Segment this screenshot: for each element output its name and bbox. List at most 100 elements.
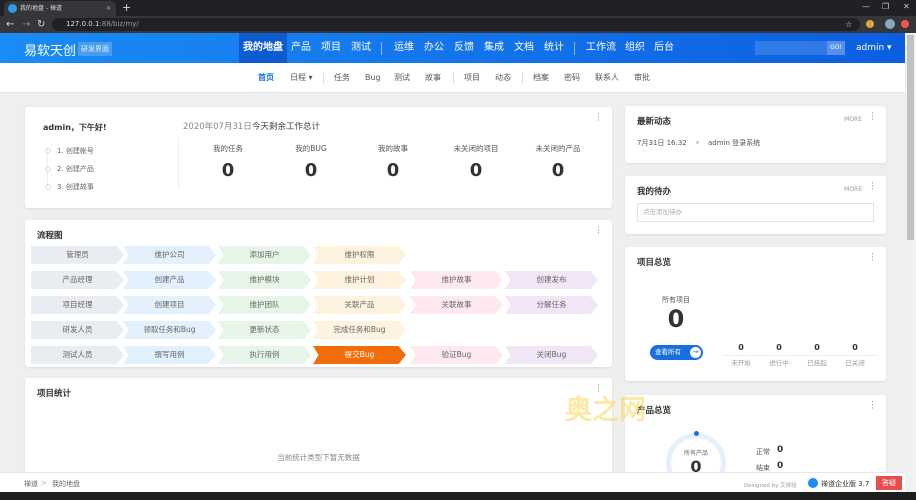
add-todo-input[interactable]: 点击添加待办 — [637, 203, 874, 222]
flow-step[interactable]: 维护计划 — [313, 271, 406, 289]
breadcrumb-root[interactable]: 禅道 — [24, 480, 38, 488]
back-icon[interactable]: ← — [6, 19, 15, 30]
subnav-calendar[interactable]: 日程 ▾ — [290, 73, 313, 82]
flow-step[interactable]: 验证Bug — [410, 346, 503, 364]
more-options-icon[interactable]: · · · — [871, 179, 874, 195]
more-options-icon[interactable]: · · · — [597, 110, 600, 126]
stat-open-projects[interactable]: 未关闭的项目 0 — [436, 143, 516, 181]
restore-button[interactable]: ❐ — [882, 2, 890, 11]
profile-avatar[interactable] — [885, 19, 895, 29]
more-link[interactable]: MORE — [844, 116, 862, 123]
step-item[interactable]: 1. 创建帐号 — [45, 146, 94, 156]
nav-my[interactable]: 我的地盘 — [239, 33, 287, 63]
subnav-story[interactable]: 故事 — [425, 73, 441, 82]
scrollbar-thumb[interactable] — [907, 35, 914, 240]
flow-step[interactable]: 添加用户 — [218, 246, 311, 264]
flow-role: 管理员 — [31, 246, 124, 264]
subnav-dynamic[interactable]: 动态 — [495, 73, 511, 82]
flow-step[interactable]: 创建项目 — [123, 296, 216, 314]
bookmark-star-icon[interactable]: ☆ — [845, 20, 853, 29]
nav-doc[interactable]: 文档 — [514, 42, 534, 53]
subnav-bug[interactable]: Bug — [365, 73, 381, 82]
flow-step[interactable]: 提交Bug — [313, 346, 406, 364]
dynamic-text[interactable]: admin 登录系统 — [708, 139, 761, 147]
flow-step[interactable]: 分解任务 — [505, 296, 598, 314]
greeting: admin，下午好! — [43, 123, 107, 132]
nav-feedback[interactable]: 反馈 — [454, 42, 474, 53]
summary-title: 今天剩余工作总计 — [252, 122, 321, 132]
subnav-profile[interactable]: 档案 — [533, 73, 549, 82]
flow-step[interactable]: 关闭Bug — [505, 346, 598, 364]
reload-icon[interactable]: ↻ — [37, 19, 46, 30]
minimize-button[interactable]: — — [862, 2, 870, 11]
subnav-project[interactable]: 项目 — [464, 73, 480, 82]
subnav-contacts[interactable]: 联系人 — [595, 73, 619, 82]
subnav-home[interactable]: 首页 — [258, 73, 274, 82]
stat-open-products[interactable]: 未关闭的产品 0 — [518, 143, 598, 181]
search-button[interactable]: GO! — [827, 41, 845, 55]
nav-org[interactable]: 组织 — [625, 42, 645, 53]
stat-tasks[interactable]: 我的任务 0 — [188, 143, 268, 181]
flow-step[interactable]: 更新状态 — [218, 321, 311, 339]
brand-version[interactable]: 禅道企业版 3.7 — [821, 480, 870, 488]
nav-product[interactable]: 产品 — [291, 42, 311, 53]
nav-workflow[interactable]: 工作流 — [586, 42, 616, 53]
flow-step[interactable]: 维护故事 — [410, 271, 503, 289]
more-options-icon[interactable]: · · · — [871, 109, 874, 125]
stat-stories[interactable]: 我的故事 0 — [353, 143, 433, 181]
more-options-icon[interactable]: · · · — [871, 250, 874, 266]
help-button[interactable]: 答疑 — [876, 476, 902, 490]
search-input[interactable] — [755, 41, 827, 55]
stat-value: 0 — [386, 160, 400, 181]
flow-step[interactable]: 执行用例 — [218, 346, 311, 364]
card-title: 项目统计 — [37, 389, 72, 399]
more-link[interactable]: MORE — [844, 186, 862, 193]
step-item[interactable]: 2. 创建产品 — [45, 164, 94, 174]
card-title: 产品总览 — [637, 406, 672, 416]
more-options-icon[interactable]: · · · — [597, 381, 600, 397]
nav-project[interactable]: 项目 — [321, 42, 341, 53]
flow-step[interactable]: 创建产品 — [123, 271, 216, 289]
step-item[interactable]: 3. 创建故事 — [45, 182, 94, 192]
flow-step[interactable]: 完成任务和Bug — [313, 321, 406, 339]
stat-bugs[interactable]: 我的BUG 0 — [271, 143, 351, 181]
close-window-button[interactable]: ✕ — [903, 2, 910, 11]
user-menu[interactable]: admin ▾ — [856, 43, 892, 53]
flow-step[interactable]: 关联产品 — [313, 296, 406, 314]
extension-icon[interactable] — [866, 20, 874, 28]
card-title: 最新动态 — [637, 117, 672, 127]
flow-step[interactable]: 领取任务和Bug — [123, 321, 216, 339]
flow-step[interactable]: 创建发布 — [505, 271, 598, 289]
browser-menu-icon[interactable] — [901, 20, 909, 28]
breadcrumb-current[interactable]: 我的地盘 — [52, 480, 80, 488]
nav-stats[interactable]: 统计 — [544, 42, 564, 53]
new-tab-button[interactable]: + — [122, 1, 132, 14]
subnav-password[interactable]: 密码 — [564, 73, 580, 82]
flow-step[interactable]: 关联故事 — [410, 296, 503, 314]
flow-step[interactable]: 维护公司 — [123, 246, 216, 264]
flow-step[interactable]: 维护团队 — [218, 296, 311, 314]
url-bar[interactable]: 127.0.0.1:88/biz/my/ — [52, 18, 860, 31]
browser-tab[interactable]: 我的地盘 - 禅道 ✕ — [4, 1, 116, 16]
nav-test[interactable]: 测试 — [351, 42, 371, 53]
nav-office[interactable]: 办公 — [424, 42, 444, 53]
more-options-icon[interactable]: · · · — [597, 223, 600, 239]
flow-step[interactable]: 维护权限 — [313, 246, 406, 264]
close-tab-icon[interactable]: ✕ — [105, 5, 111, 12]
all-products-value: 0 — [690, 457, 702, 476]
subnav-task[interactable]: 任务 — [334, 73, 350, 82]
subnav-approval[interactable]: 审批 — [634, 73, 650, 82]
nav-divider — [574, 42, 575, 55]
view-all-button[interactable]: 查看所有 → — [650, 345, 703, 360]
more-options-icon[interactable]: · · · — [871, 398, 874, 414]
scrollbar[interactable] — [905, 33, 916, 492]
flow-step[interactable]: 维护模块 — [218, 271, 311, 289]
nav-ops[interactable]: 运维 — [394, 42, 414, 53]
all-projects-label: 所有项目 — [662, 296, 690, 304]
nav-integration[interactable]: 集成 — [484, 42, 504, 53]
interface-tag[interactable]: 研发界面 — [78, 42, 112, 56]
nav-admin[interactable]: 后台 — [654, 42, 674, 53]
flow-step[interactable]: 撰写用例 — [123, 346, 216, 364]
subnav-test[interactable]: 测试 — [394, 73, 410, 82]
forward-icon[interactable]: → — [22, 19, 31, 30]
